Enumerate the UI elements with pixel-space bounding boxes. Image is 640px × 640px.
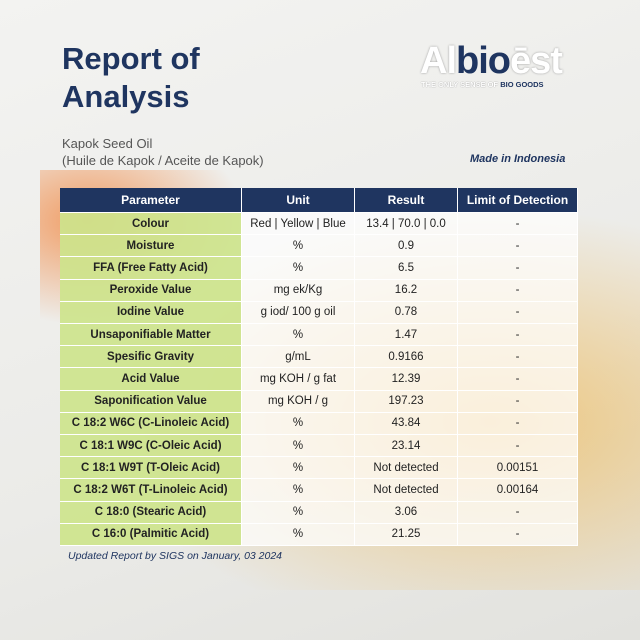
table-cell: mg ek/Kg (242, 279, 355, 302)
table-cell: 0.9 (355, 235, 458, 258)
subtitle-line: (Huile de Kapok / Aceite de Kapok) (62, 153, 264, 168)
column-header: Parameter (60, 188, 242, 213)
table-cell: % (242, 501, 355, 524)
table-cell: C 18:1 W9T (T-Oleic Acid) (60, 457, 242, 480)
table-cell: C 18:1 W9C (C-Oleic Acid) (60, 435, 242, 458)
table: Parameter Unit Result Limit of Detection Col… (60, 188, 580, 548)
table-cell: % (242, 257, 355, 280)
table-cell: 43.84 (355, 412, 458, 435)
table-cell: mg KOH / g (242, 390, 355, 413)
table-cell: 0.00164 (458, 479, 578, 502)
footer: Updated Report by SIGS on January, 03 20… (68, 550, 283, 562)
table-cell: C 18:2 W6C (C-Linoleic Acid) (60, 412, 242, 435)
table-cell: % (242, 435, 355, 458)
logo-part: ēst (509, 40, 563, 82)
title-line: Report of (62, 41, 200, 76)
table-cell: Spesific Gravity (60, 346, 242, 369)
subtitle-line: Kapok Seed Oil (62, 136, 153, 151)
table-cell: C 16:0 (Palmitic Acid) (60, 523, 242, 546)
table-cell: - (458, 213, 578, 236)
table-cell: g iod/ 100 g oil (242, 301, 355, 324)
table-cell: 12.39 (355, 368, 458, 391)
table-cell: 23.14 (355, 435, 458, 458)
table-cell: Colour (60, 213, 242, 236)
table-cell: Acid Value (60, 368, 242, 391)
table-cell: - (458, 390, 578, 413)
table-cell: Red | Yellow | Blue (242, 213, 355, 236)
table-cell: - (458, 324, 578, 347)
logo-tagline: THE ONLY SENSE OF BIO GOODS (421, 80, 544, 89)
table-cell: % (242, 412, 355, 435)
column-header: Result (355, 188, 458, 213)
table-cell: - (458, 368, 578, 391)
table-cell: - (458, 435, 578, 458)
table-cell: 16.2 (355, 279, 458, 302)
table-cell: 0.9166 (355, 346, 458, 369)
table-cell: Not detected (355, 479, 458, 502)
table-cell: % (242, 457, 355, 480)
table-cell: Not detected (355, 457, 458, 480)
table-cell: 197.23 (355, 390, 458, 413)
table-cell: Saponification Value (60, 390, 242, 413)
table-cell: g/mL (242, 346, 355, 369)
table-cell: % (242, 324, 355, 347)
table-cell: - (458, 257, 578, 280)
table-cell: 6.5 (355, 257, 458, 280)
table-cell: - (458, 346, 578, 369)
table-cell: - (458, 279, 578, 302)
table-cell: Iodine Value (60, 301, 242, 324)
table-cell: Peroxide Value (60, 279, 242, 302)
logo: Albioēst (420, 40, 563, 83)
origin: Made in Indonesia (470, 153, 566, 165)
logo-part: Al (420, 40, 457, 82)
table-cell: - (458, 412, 578, 435)
table-cell: mg KOH / g fat (242, 368, 355, 391)
table-cell: Unsaponifiable Matter (60, 324, 242, 347)
table-cell: - (458, 523, 578, 546)
table-cell: 0.78 (355, 301, 458, 324)
table-cell: 1.47 (355, 324, 458, 347)
title-line: Analysis (62, 79, 190, 114)
table-cell: % (242, 523, 355, 546)
table-cell: 3.06 (355, 501, 458, 524)
tagline-part: BIO GOODS (500, 80, 544, 89)
table-cell: % (242, 235, 355, 258)
table-cell: C 18:0 (Stearic Acid) (60, 501, 242, 524)
table-cell: 0.00151 (458, 457, 578, 480)
table-cell: - (458, 301, 578, 324)
table-cell: - (458, 235, 578, 258)
table-cell: C 18:2 W6T (T-Linoleic Acid) (60, 479, 242, 502)
table-cell: 21.25 (355, 523, 458, 546)
table-cell: - (458, 501, 578, 524)
column-header: Unit (242, 188, 355, 213)
table-cell: % (242, 479, 355, 502)
logo-part: bio (456, 40, 511, 82)
table-cell: 13.4 | 70.0 | 0.0 (355, 213, 458, 236)
table-cell: FFA (Free Fatty Acid) (60, 257, 242, 280)
column-header: Limit of Detection (458, 188, 578, 213)
tagline-part: THE ONLY SENSE OF (421, 80, 501, 89)
table-cell: Moisture (60, 235, 242, 258)
